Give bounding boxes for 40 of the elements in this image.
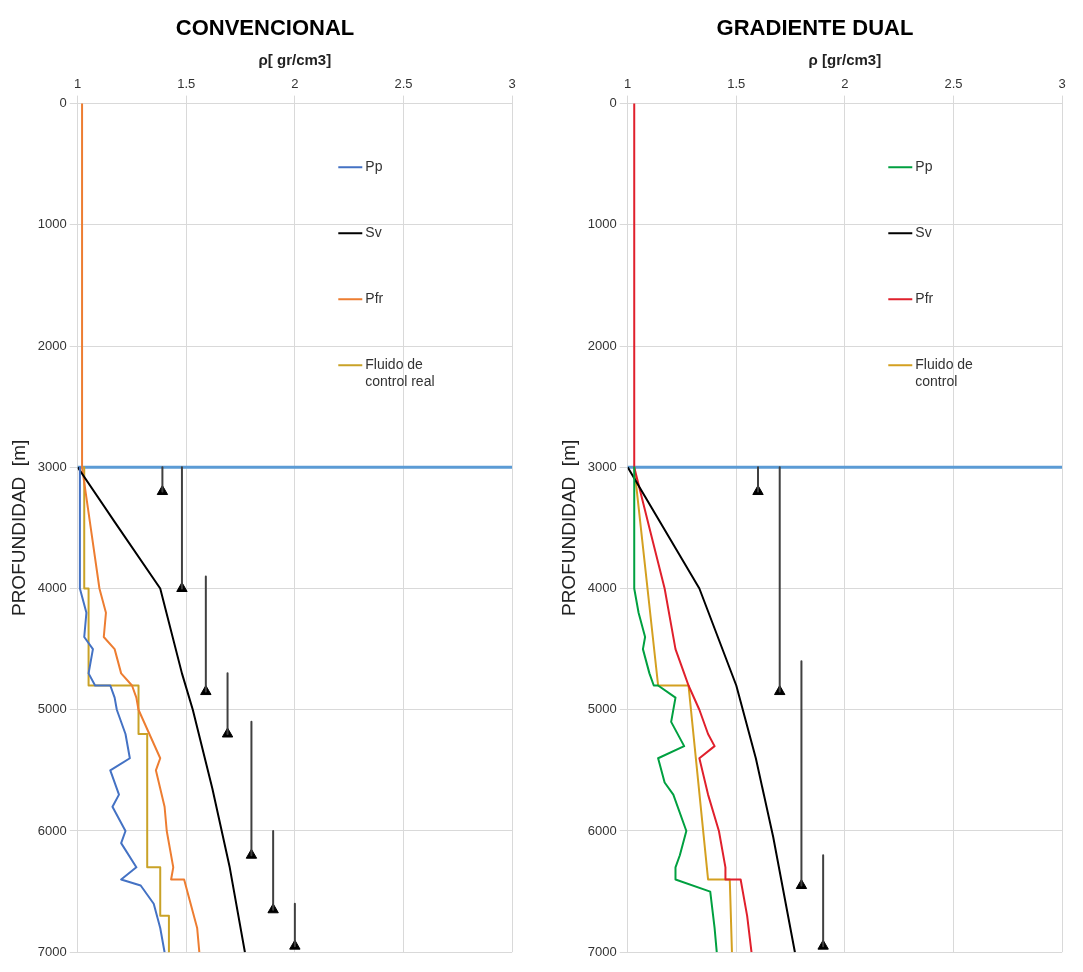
legend-label: Pfr (365, 290, 384, 307)
legend-label: Fluido de control real (365, 356, 435, 390)
x-tick-label: 1 (624, 76, 632, 92)
y-tick-label: 6000 (37, 822, 67, 838)
y-tick-label: 7000 (587, 943, 617, 959)
x-tick-label: 2.5 (944, 76, 963, 92)
x-tick-label: 1.5 (727, 76, 746, 92)
y-tick-label: 4000 (587, 580, 617, 596)
y-tick-label: 2000 (37, 337, 67, 353)
y-tick-label: 1000 (587, 216, 617, 232)
y-axis-title: PROFUNDIDAD [m] (557, 439, 579, 617)
y-tick-label: 1000 (37, 216, 67, 232)
y-tick-label: 5000 (587, 701, 617, 717)
x-tick-label: 3 (1058, 76, 1066, 92)
y-tick-label: 0 (59, 95, 67, 111)
y-tick-label: 6000 (587, 822, 617, 838)
chart-title: GRADIENTE DUAL (715, 14, 915, 42)
x-tick-label: 3 (508, 76, 516, 92)
legend-label: Fluido de control (915, 356, 974, 390)
chart-title: CONVENCIONAL (174, 14, 356, 42)
y-tick-label: 4000 (37, 580, 67, 596)
x-tick-label: 1 (74, 76, 82, 92)
legend-label: Sv (915, 224, 932, 241)
x-tick-label: 1.5 (177, 76, 196, 92)
y-tick-label: 2000 (587, 337, 617, 353)
x-tick-label: 2.5 (394, 76, 413, 92)
y-tick-label: 7000 (37, 943, 67, 959)
y-tick-label: 3000 (37, 458, 67, 474)
x-tick-label: 2 (291, 76, 299, 92)
legend-label: Pp (365, 158, 383, 175)
legend-label: Sv (365, 224, 382, 241)
y-tick-label: 3000 (587, 458, 617, 474)
x-axis-title: ρ [gr/cm3] (808, 51, 882, 69)
x-axis-title: ρ[ gr/cm3] (258, 51, 332, 69)
legend-label: Pp (915, 158, 933, 175)
legend-label: Pfr (915, 290, 934, 307)
y-tick-label: 0 (609, 95, 617, 111)
y-axis-title: PROFUNDIDAD [m] (7, 439, 29, 617)
y-tick-label: 5000 (37, 701, 67, 717)
x-tick-label: 2 (841, 76, 849, 92)
